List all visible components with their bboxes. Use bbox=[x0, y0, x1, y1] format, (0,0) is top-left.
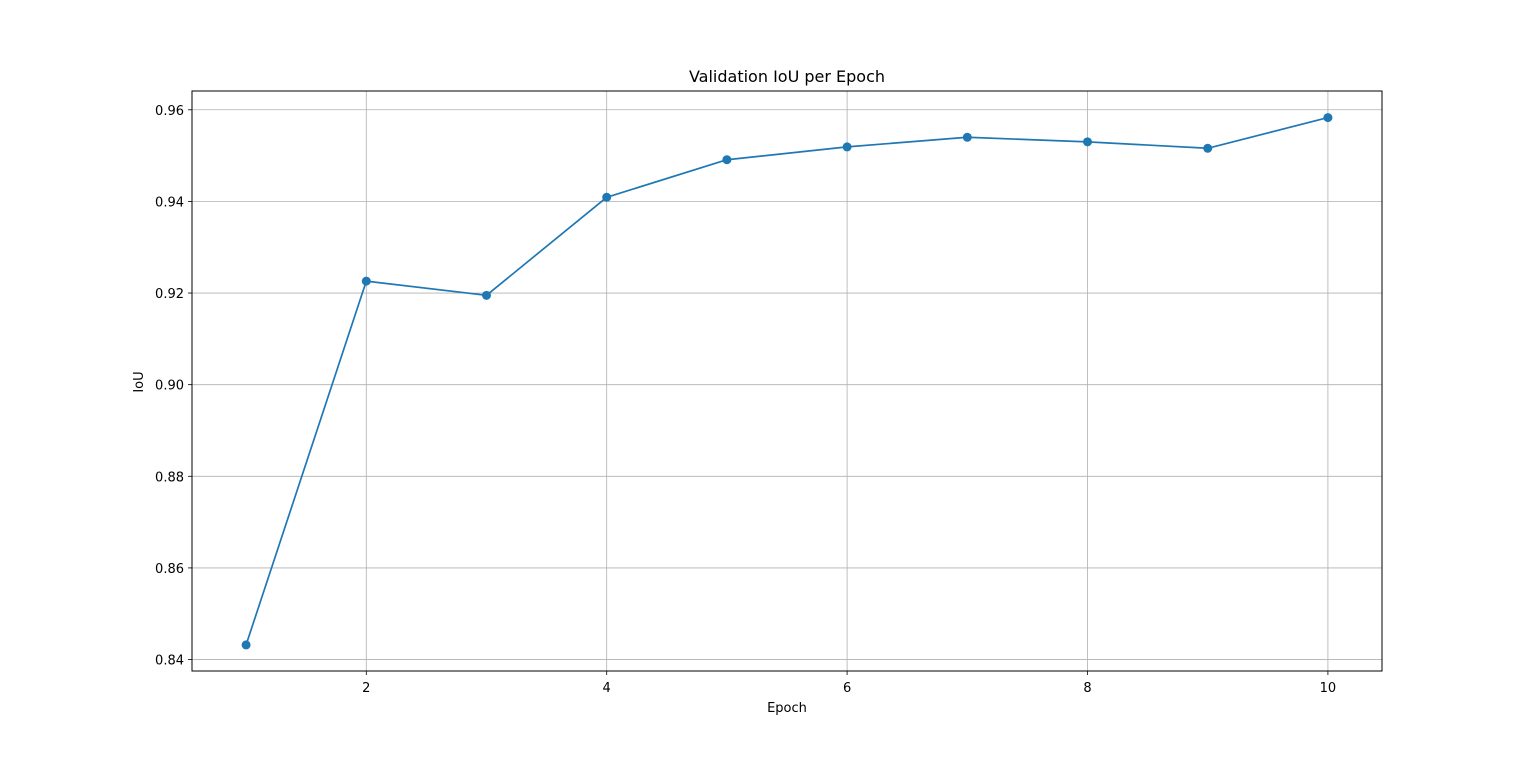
grid bbox=[192, 91, 1382, 671]
y-tick-label: 0.96 bbox=[155, 104, 184, 119]
y-tick-label: 0.94 bbox=[155, 195, 184, 210]
series-line bbox=[245, 116, 1329, 646]
data-point bbox=[1083, 137, 1093, 147]
data-point bbox=[722, 155, 732, 165]
data-point bbox=[842, 142, 852, 152]
data-point bbox=[602, 192, 612, 202]
y-axis-ticks: 0.84 0.86 0.88 0.90 0.92 0.94 0.96 bbox=[155, 104, 192, 669]
x-tick-label: 8 bbox=[1083, 681, 1091, 696]
data-point bbox=[1203, 143, 1213, 153]
data-point bbox=[1323, 113, 1333, 123]
y-tick-label: 0.90 bbox=[155, 379, 184, 394]
data-point bbox=[361, 276, 371, 286]
series-layer bbox=[241, 113, 1333, 650]
x-tick-label: 10 bbox=[1320, 681, 1337, 696]
y-tick-label: 0.86 bbox=[155, 562, 184, 577]
y-tick-label: 0.92 bbox=[155, 287, 184, 302]
data-point bbox=[962, 132, 972, 142]
x-tick-label: 4 bbox=[603, 681, 611, 696]
data-point bbox=[241, 640, 251, 650]
x-tick-label: 2 bbox=[362, 681, 370, 696]
x-axis-ticks: 2 4 6 8 10 bbox=[362, 671, 1336, 696]
y-axis-label: IoU bbox=[132, 371, 147, 392]
plot-area-frame bbox=[191, 90, 1383, 672]
chart-title: Validation IoU per Epoch bbox=[689, 67, 885, 86]
y-tick-label: 0.88 bbox=[155, 470, 184, 485]
y-tick-label: 0.84 bbox=[155, 654, 184, 669]
data-point bbox=[481, 290, 491, 300]
x-axis-label: Epoch bbox=[767, 701, 807, 716]
x-tick-label: 6 bbox=[843, 681, 851, 696]
